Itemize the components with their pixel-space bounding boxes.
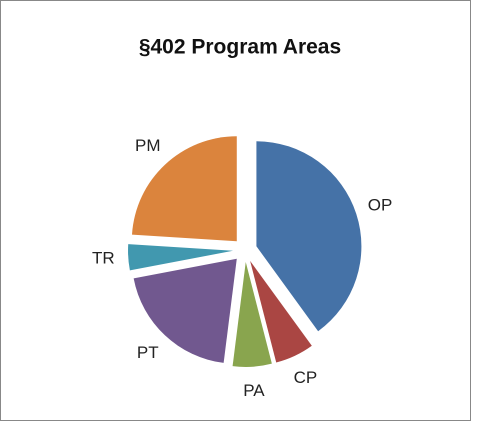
chart-title: §402 Program Areas — [139, 36, 341, 59]
slice-label: CP — [294, 368, 318, 387]
pie-slice — [250, 260, 312, 363]
slice-label: PM — [135, 136, 161, 155]
pie-slice — [128, 244, 234, 271]
pie-slice — [256, 141, 362, 332]
slice-label: TR — [92, 248, 115, 267]
pie-slice — [131, 136, 237, 242]
slice-label: OP — [368, 196, 393, 215]
pie-slice — [133, 258, 237, 363]
slice-label: PT — [137, 343, 159, 362]
slice-label: PA — [243, 381, 265, 400]
pie-slice — [232, 261, 272, 367]
